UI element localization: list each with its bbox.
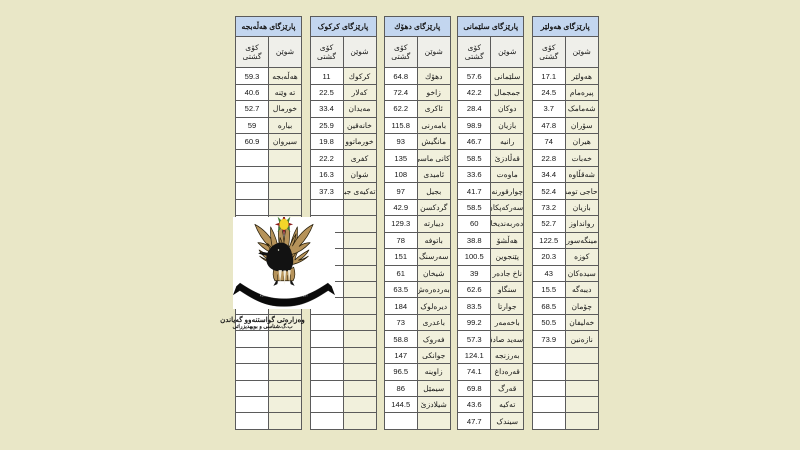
svg-text:حكومةت هةريَمى كوردستان: حكومةت هةريَمى كوردستان xyxy=(266,289,301,293)
svg-text:KURDISTAN REGIONAL GOVERNMENT: KURDISTAN REGIONAL GOVERNMENT xyxy=(260,294,308,297)
